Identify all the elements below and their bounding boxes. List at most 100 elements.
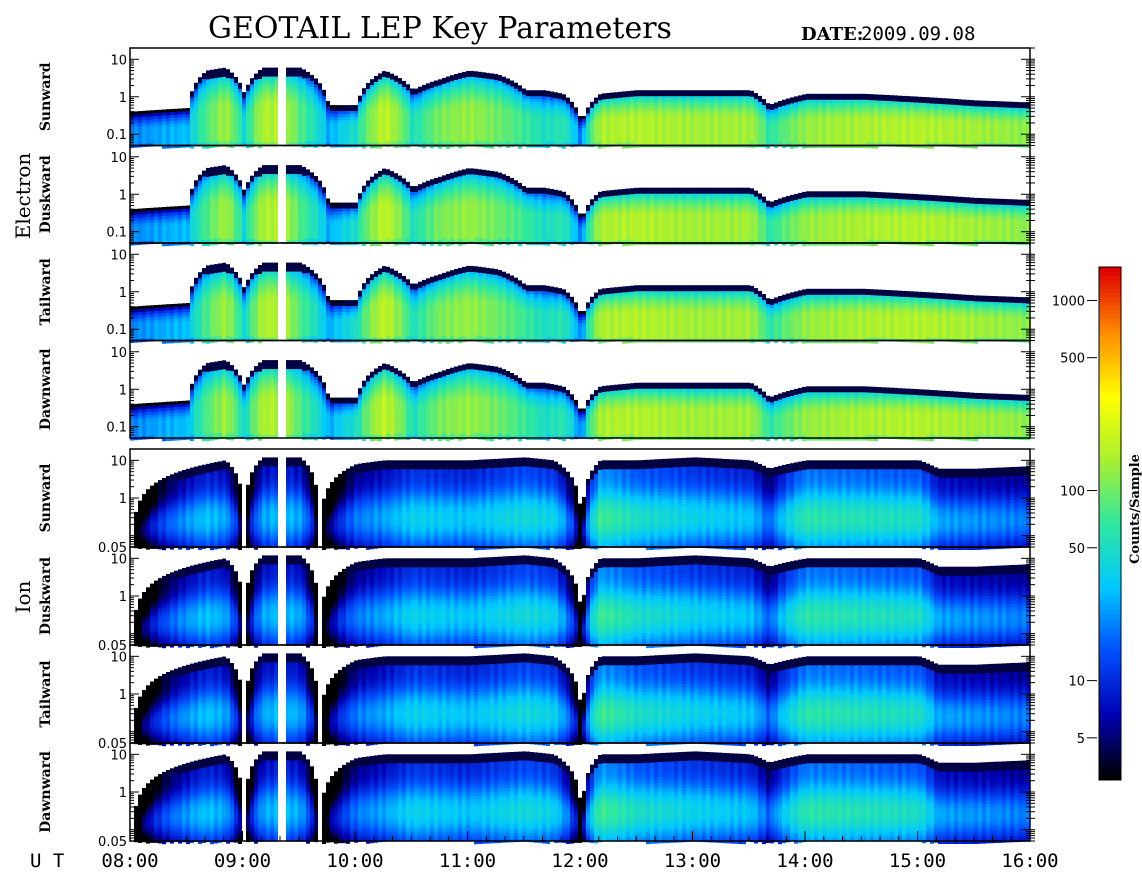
spectrogram-cell xyxy=(262,101,266,104)
spectrogram-cell xyxy=(190,115,194,118)
spectrogram-cell xyxy=(246,103,250,106)
spectrogram-cell xyxy=(302,99,306,102)
spectrogram-cell xyxy=(202,118,206,121)
spectrogram-cell xyxy=(270,86,274,89)
spectrogram-cell xyxy=(234,116,238,119)
spectrogram-cell xyxy=(222,134,226,137)
spectrogram-cell xyxy=(306,84,310,87)
spectrogram-cell xyxy=(174,124,178,127)
spectrogram-cell xyxy=(330,114,334,117)
spectrogram-cell xyxy=(302,132,306,135)
spectrogram-cell xyxy=(266,137,270,140)
spectrogram-cell xyxy=(206,100,210,103)
spectrogram-cell xyxy=(290,95,294,98)
spectrogram-cell xyxy=(186,129,190,132)
spectrogram-cell xyxy=(302,108,306,111)
spectrogram-cell xyxy=(322,141,326,144)
spectrogram-cell xyxy=(202,124,206,127)
spectrogram-cell xyxy=(234,92,238,95)
spectrogram-cell xyxy=(274,101,278,104)
spectrogram-cell xyxy=(266,71,270,74)
spectrogram-cell xyxy=(250,81,254,84)
spectrogram-cell xyxy=(194,116,198,119)
spectrogram-cell xyxy=(218,74,222,77)
spectrogram-cell xyxy=(230,100,234,103)
spectrogram-cell xyxy=(246,97,250,100)
spectrogram-cell xyxy=(198,113,202,116)
spectrogram-cell xyxy=(214,126,218,129)
spectrogram-cell xyxy=(286,116,290,119)
spectrogram-cell xyxy=(250,111,254,114)
spectrogram-cell xyxy=(290,131,294,134)
spectrogram-cell xyxy=(182,117,186,120)
spectrogram-cell xyxy=(242,128,246,131)
spectrogram-cell xyxy=(214,75,218,78)
spectrogram-cell xyxy=(334,135,338,138)
spectrogram-cell xyxy=(250,87,254,90)
spectrogram-cell xyxy=(258,82,262,85)
spectrogram-cell xyxy=(306,75,310,78)
spectrogram-cell xyxy=(294,113,298,116)
spectrogram-cell xyxy=(202,121,206,124)
spectrogram-cell xyxy=(266,101,270,104)
spectrogram-cell xyxy=(322,93,326,96)
spectrogram-cell xyxy=(274,89,278,92)
spectrogram-cell xyxy=(226,87,230,90)
spectrogram-cell xyxy=(230,112,234,115)
spectrogram-cell xyxy=(206,82,210,85)
spectrogram-cell xyxy=(294,104,298,107)
spectrogram-cell xyxy=(286,74,290,77)
spectrogram-cell xyxy=(134,129,138,132)
spectrogram-cell xyxy=(226,81,230,84)
spectrogram-cell xyxy=(198,128,202,131)
spectrogram-cell xyxy=(146,138,150,141)
spectrogram-cell xyxy=(270,83,274,86)
spectrogram-cell xyxy=(326,131,330,134)
spectrogram-cell xyxy=(310,117,314,120)
spectrogram-cell xyxy=(146,117,150,120)
spectrogram-cell xyxy=(214,84,218,87)
spectrogram-cell xyxy=(226,102,230,105)
spectrogram-cell xyxy=(298,77,302,80)
spectrogram-cell xyxy=(218,80,222,83)
spectrogram-cell xyxy=(286,83,290,86)
spectrogram-cell xyxy=(158,125,162,128)
spectrogram-cell xyxy=(246,139,250,142)
spectrogram-cell xyxy=(170,112,174,115)
spectrogram-cell xyxy=(194,89,198,92)
spectrogram-cell xyxy=(270,122,274,125)
spectrogram-cell xyxy=(246,127,250,130)
spectrogram-cell xyxy=(286,98,290,101)
spectrogram-cell xyxy=(262,134,266,137)
spectrogram-cell xyxy=(182,141,186,144)
spectrogram-cell xyxy=(230,115,234,118)
spectrogram-cell xyxy=(194,128,198,131)
spectrogram-cell xyxy=(242,107,246,110)
spectrogram-cell xyxy=(294,131,298,134)
spectrogram-cell xyxy=(258,121,262,124)
spectrogram-cell xyxy=(286,77,290,80)
spectrogram-cell xyxy=(178,139,182,142)
spectrogram-cell xyxy=(250,90,254,93)
spectrogram-cell xyxy=(218,77,222,80)
spectrogram-cell xyxy=(318,83,322,86)
spectrogram-cell xyxy=(230,130,234,133)
spectrogram-cell xyxy=(266,98,270,101)
spectrogram-cell xyxy=(326,134,330,137)
spectrogram-cell xyxy=(230,121,234,124)
spectrogram-cell xyxy=(258,106,262,109)
spectrogram-cell xyxy=(298,140,302,143)
spectrogram-cell xyxy=(198,92,202,95)
spectrogram-cell xyxy=(162,122,166,125)
spectrogram-cell xyxy=(318,113,322,116)
spectrogram-cell xyxy=(150,125,154,128)
spectrogram-cell xyxy=(178,118,182,121)
spectrogram-cell xyxy=(230,142,234,145)
spectrogram-cell xyxy=(298,80,302,83)
spectrogram-cell xyxy=(226,120,230,123)
spectrogram-cell xyxy=(194,110,198,113)
spectrogram-cell xyxy=(174,118,178,121)
spectrogram-cell xyxy=(186,141,190,144)
spectrogram-cell xyxy=(302,105,306,108)
spectrogram-cell xyxy=(274,122,278,125)
